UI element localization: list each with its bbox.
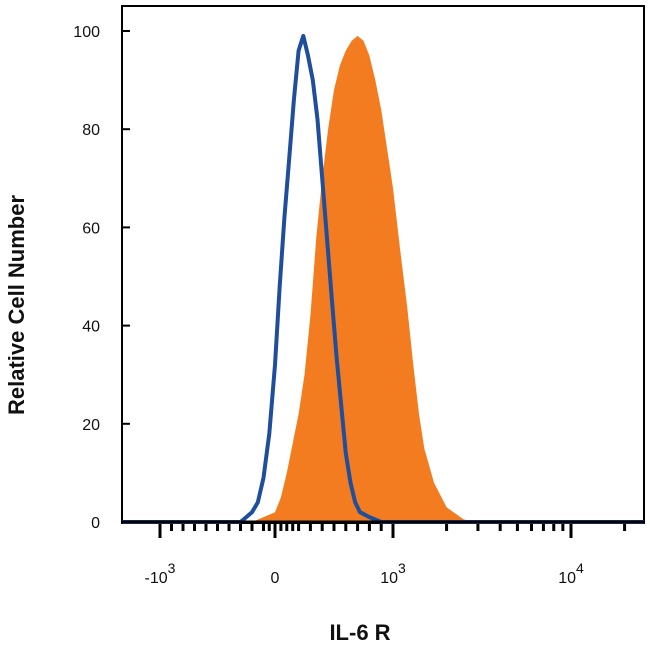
outline-histogram-line <box>122 33 644 524</box>
x-tick-label: 0 <box>271 570 280 587</box>
filled-histogram-area <box>252 35 478 523</box>
y-axis-title: Relative Cell Number <box>4 195 29 416</box>
filled-series-layer <box>252 35 478 523</box>
x-axis-title: IL-6 R <box>329 620 390 645</box>
x-tick-label: 103 <box>380 560 406 587</box>
y-tick-label: 100 <box>73 24 100 41</box>
outline-series-layer <box>122 33 644 524</box>
y-tick-label: 60 <box>82 220 100 237</box>
y-tick-label: 40 <box>82 319 100 336</box>
y-tick-label: 20 <box>82 417 100 434</box>
y-tick-label: 0 <box>91 515 100 532</box>
x-axis-ticks <box>158 524 627 538</box>
y-tick-labels: 0 20 40 60 80 100 <box>73 24 100 532</box>
x-tick-label: 104 <box>558 560 584 587</box>
x-tick-label: -103 <box>145 560 176 587</box>
y-axis-ticks <box>122 30 130 523</box>
x-tick-labels: -103 0 103 104 <box>145 560 584 587</box>
y-tick-label: 80 <box>82 122 100 139</box>
